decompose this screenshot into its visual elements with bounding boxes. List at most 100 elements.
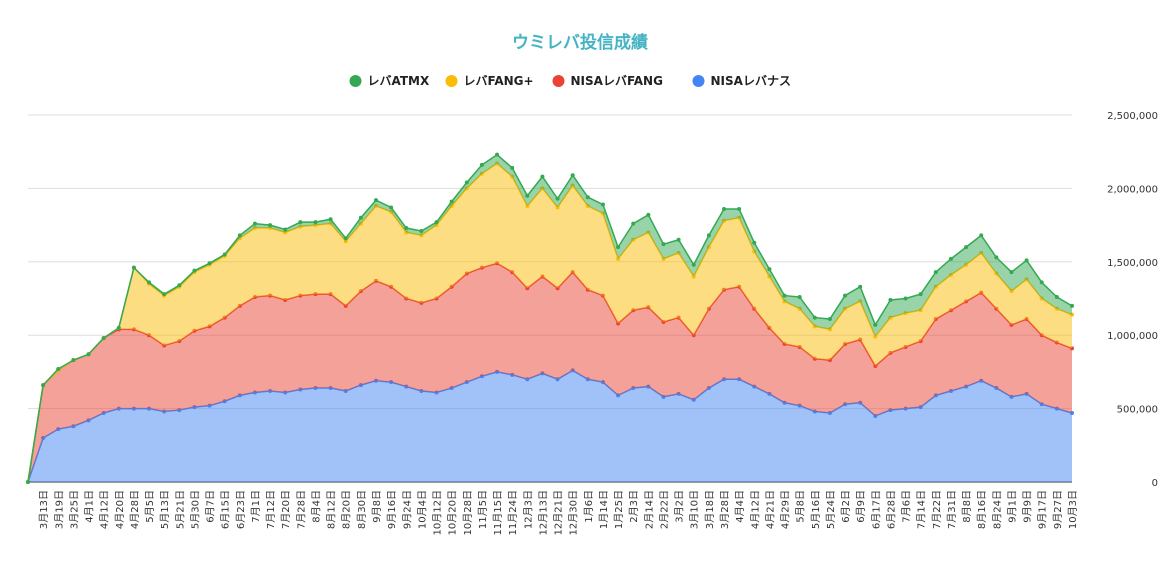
point: [888, 297, 893, 302]
x-tick-label: 3月19日: [53, 490, 65, 529]
x-tick-label: 4月12日: [749, 490, 761, 529]
legend-label: NISAレバナス: [711, 74, 791, 88]
chart-title: ウミレバ投信成績: [512, 32, 648, 53]
point: [162, 292, 167, 297]
x-tick-label: 10月28日: [462, 490, 474, 535]
x-tick-label: 5月13日: [159, 490, 171, 529]
x-tick-label: 6月17日: [870, 490, 882, 529]
point: [858, 284, 863, 289]
point: [268, 223, 273, 228]
x-tick-label: 4月29日: [780, 490, 792, 529]
x-tick-label: 9月9日: [1022, 490, 1034, 523]
point: [71, 358, 76, 363]
point: [222, 252, 227, 257]
x-tick-label: 7月31日: [946, 490, 958, 529]
x-tick-label: 5月24日: [825, 490, 837, 529]
x-tick-label: 4月21日: [764, 490, 776, 529]
x-tick-label: 7月6日: [901, 490, 913, 523]
x-tick-label: 8月16日: [976, 490, 988, 529]
x-tick-label: 2月3日: [628, 490, 640, 523]
x-tick-label: 9月8日: [371, 490, 383, 523]
point: [903, 296, 908, 301]
x-tick-label: 4月28日: [129, 490, 141, 529]
x-tick-label: 6月15日: [220, 490, 232, 529]
point: [1009, 270, 1014, 275]
point: [676, 237, 681, 242]
point: [313, 220, 318, 225]
point: [404, 226, 409, 231]
x-tick-label: 5月16日: [810, 490, 822, 529]
x-tick-label: 6月23日: [235, 490, 247, 529]
x-tick-label: 11月24日: [507, 490, 519, 535]
point: [767, 267, 772, 272]
point: [979, 233, 984, 238]
x-tick-label: 9月17日: [1037, 490, 1049, 529]
point: [782, 293, 787, 298]
area: [28, 263, 1072, 482]
point: [616, 245, 621, 250]
point: [661, 242, 666, 247]
point: [1054, 295, 1059, 300]
point: [600, 202, 605, 207]
x-tick-label: 10月20日: [447, 490, 459, 535]
x-tick-label: 12月21日: [553, 490, 565, 535]
point: [752, 240, 757, 245]
x-tick-label: 7月1日: [250, 490, 262, 523]
x-tick-label: 11月5日: [477, 490, 489, 529]
x-tick-label: 7月20日: [280, 490, 292, 529]
x-tick-label: 5月21日: [174, 490, 186, 529]
x-tick-label: 4月4日: [734, 490, 746, 523]
x-tick-label: 10月4日: [416, 490, 428, 529]
point: [86, 352, 91, 357]
point: [540, 174, 545, 179]
area: [28, 163, 1072, 482]
point: [843, 293, 848, 298]
point: [358, 215, 363, 220]
x-tick-label: 12月30日: [568, 490, 580, 535]
legend-label: NISAレバFANG: [571, 74, 663, 88]
x-tick-label: 8月4日: [310, 490, 322, 523]
area-line: [27, 153, 1073, 483]
x-tick-label: 12月13日: [537, 490, 549, 535]
x-tick-label: 8月20日: [341, 490, 353, 529]
legend-marker: [552, 75, 565, 87]
x-tick-label: 1月14日: [598, 490, 610, 529]
x-tick-label: 5月8日: [795, 490, 807, 523]
x-tick-label: 1月25日: [613, 490, 625, 529]
legend-label: レバFANG+: [464, 74, 534, 88]
point: [948, 256, 953, 261]
y-tick-label: 500,000: [1117, 405, 1158, 416]
y-tick-label: 1,000,000: [1107, 331, 1158, 342]
point: [873, 322, 878, 327]
y-tick-label: 0: [1152, 478, 1158, 489]
point: [812, 315, 817, 320]
point: [26, 480, 30, 484]
x-tick-label: 11月15日: [492, 490, 504, 535]
point: [101, 336, 106, 341]
point: [918, 292, 923, 297]
x-tick-label: 3月13日: [38, 490, 50, 529]
x-tick-label: 9月16日: [386, 490, 398, 529]
point: [1070, 303, 1074, 308]
point: [449, 199, 454, 204]
point: [827, 317, 832, 322]
x-tick-label: 3月18日: [704, 490, 716, 529]
x-tick-label: 10月12日: [432, 490, 444, 535]
point: [389, 205, 394, 210]
x-tick-label: 3月2日: [674, 490, 686, 523]
point: [464, 180, 469, 185]
legend-marker: [692, 75, 705, 87]
point: [964, 245, 969, 250]
x-tick-label: 7月14日: [916, 490, 928, 529]
point: [237, 233, 242, 238]
point: [722, 206, 726, 211]
point: [328, 217, 333, 222]
point: [131, 265, 136, 270]
legend-label: レバATMX: [368, 74, 430, 88]
point: [631, 221, 636, 226]
x-tick-label: 7月22日: [931, 490, 943, 529]
legend-marker: [349, 75, 362, 87]
x-tick-label: 8月24日: [991, 490, 1003, 529]
point: [177, 283, 182, 288]
